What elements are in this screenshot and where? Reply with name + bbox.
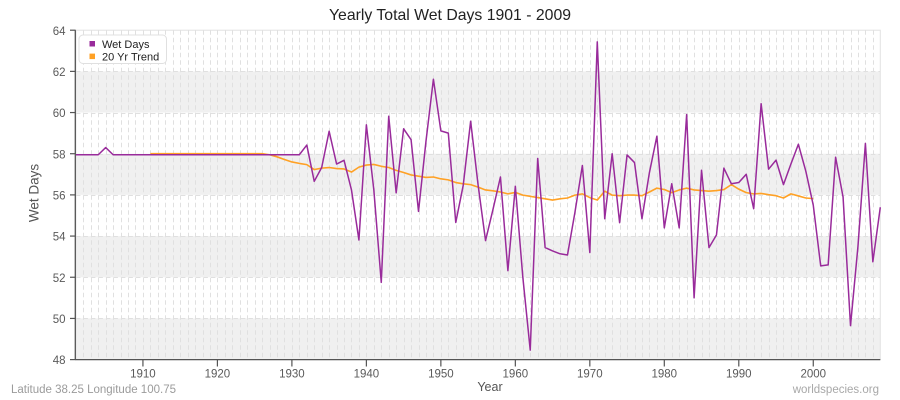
svg-text:20 Yr Trend: 20 Yr Trend [102,52,159,64]
svg-text:1940: 1940 [354,369,380,381]
svg-text:Year: Year [477,380,502,394]
svg-text:60: 60 [53,108,66,120]
svg-text:62: 62 [53,67,66,79]
svg-text:Latitude 38.25 Longitude 100.7: Latitude 38.25 Longitude 100.75 [11,384,176,396]
svg-text:Wet Days: Wet Days [27,164,42,223]
svg-text:1930: 1930 [279,369,305,381]
svg-text:Yearly Total Wet Days 1901 - 2: Yearly Total Wet Days 1901 - 2009 [329,7,571,24]
svg-text:54: 54 [53,232,66,244]
svg-text:48: 48 [53,355,66,367]
svg-text:Wet Days: Wet Days [102,39,150,51]
svg-text:56: 56 [53,191,66,203]
svg-text:2000: 2000 [800,369,826,381]
svg-text:58: 58 [53,149,66,161]
svg-text:64: 64 [53,26,66,38]
svg-text:worldspecies.org: worldspecies.org [792,384,879,396]
svg-text:1910: 1910 [130,369,156,381]
svg-text:1950: 1950 [428,369,454,381]
svg-text:1990: 1990 [726,369,752,381]
svg-text:50: 50 [53,314,66,326]
svg-text:52: 52 [53,273,66,285]
svg-text:1920: 1920 [205,369,231,381]
svg-text:1970: 1970 [577,369,603,381]
svg-text:1980: 1980 [652,369,678,381]
svg-text:1960: 1960 [503,369,529,381]
